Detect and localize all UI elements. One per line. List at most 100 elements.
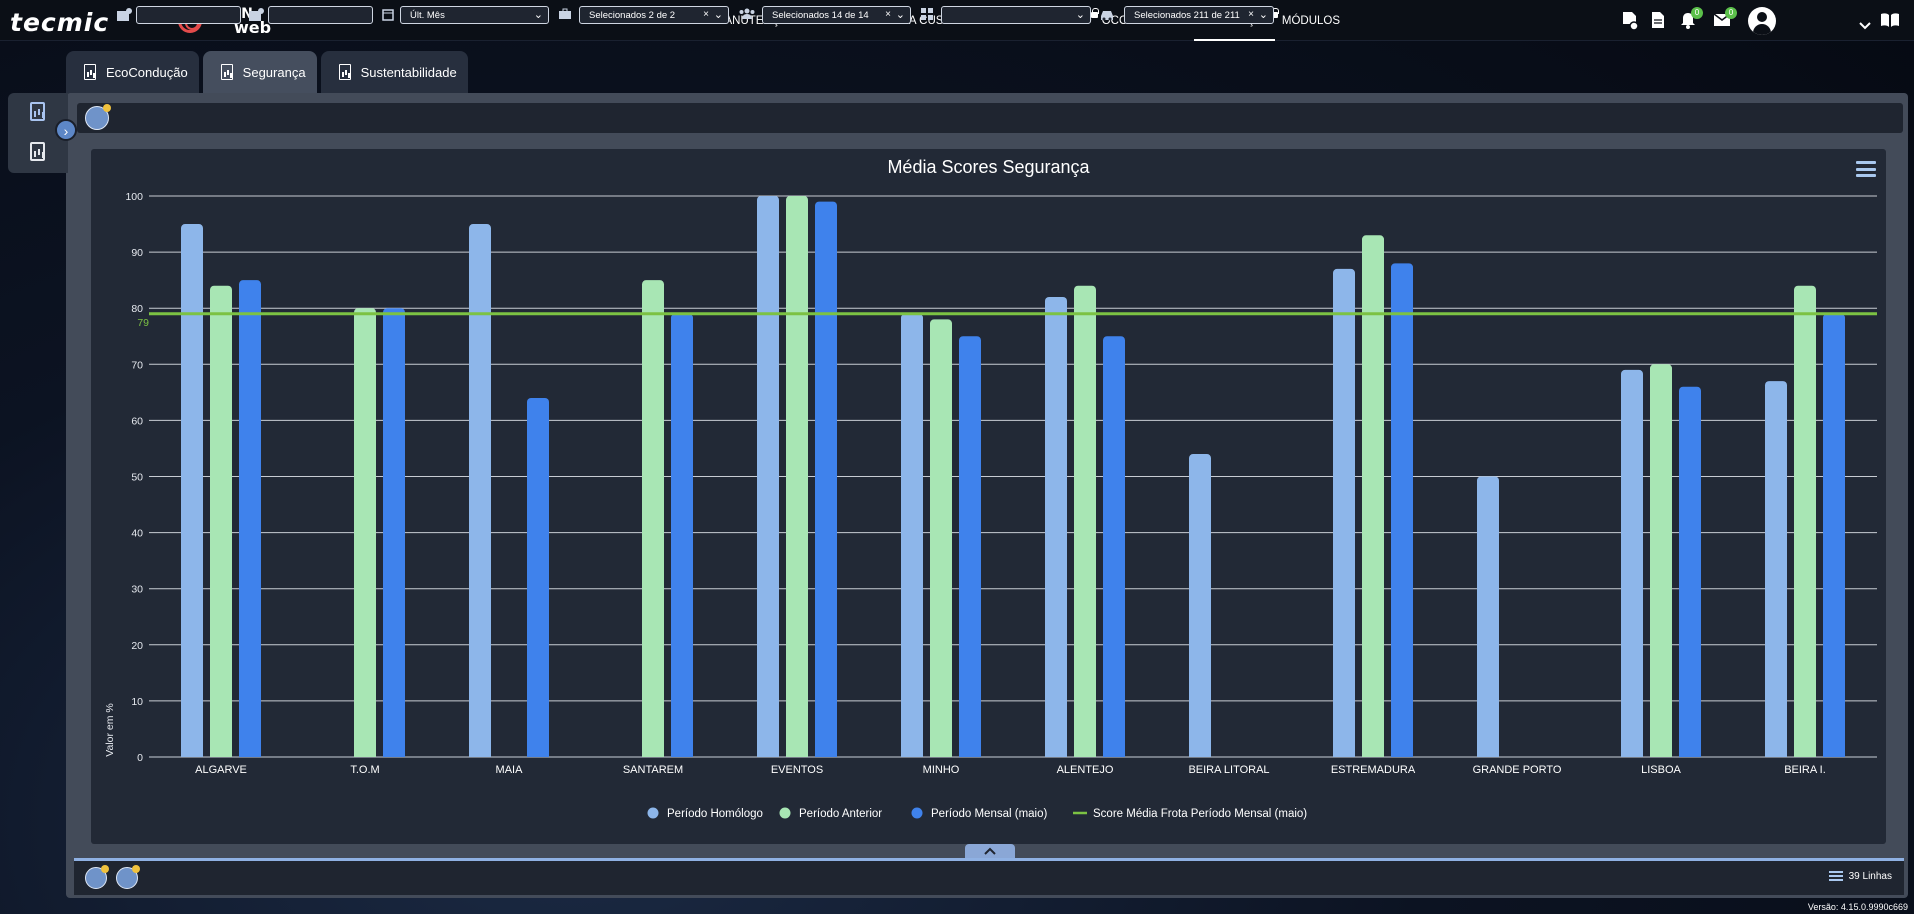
- export-pdf-button[interactable]: [116, 865, 140, 889]
- chart-title: Média Scores Segurança: [887, 157, 1090, 177]
- table-report-icon[interactable]: [30, 142, 45, 161]
- bar-per-odo-mensal-maio--beira-i-: [1823, 313, 1845, 757]
- bar-base: [354, 753, 376, 757]
- bar-per-odo-mensal-maio--alentejo: [1103, 336, 1125, 757]
- y-tick-label: 50: [131, 472, 143, 484]
- y-tick-label: 30: [131, 584, 143, 596]
- expand-table-button[interactable]: [965, 844, 1015, 858]
- chevron-down-icon: ⌄: [713, 9, 723, 21]
- bar-base: [1103, 753, 1125, 757]
- tab-label: Segurança: [242, 64, 306, 80]
- list-lines-icon: [1828, 871, 1843, 882]
- bar-per-odo-mensal-maio--maia: [527, 397, 549, 757]
- bar-base: [1074, 753, 1096, 757]
- vehicles-value: Selecionados 211 de 211: [1134, 10, 1240, 21]
- bar-base: [930, 753, 952, 757]
- y-tick-label: 100: [125, 191, 143, 203]
- app-version: Versão: 4.15.0.9990c669: [1807, 902, 1908, 912]
- report-document-icon[interactable]: [1651, 11, 1665, 34]
- x-tick-label: ALENTEJO: [1057, 764, 1114, 776]
- bar-base: [1045, 753, 1067, 757]
- clear-icon[interactable]: ×: [1248, 9, 1254, 20]
- lock-icon: [1090, 8, 1099, 18]
- bar-base: [527, 753, 549, 757]
- legend-marker: [911, 807, 923, 819]
- nav-item-m-dulos[interactable]: MÓDULOS: [1277, 0, 1345, 41]
- bar-base: [1477, 753, 1499, 757]
- bar-per-odo-anterior-santarem: [642, 280, 664, 757]
- bar-per-odo-anterior-eventos: [786, 196, 808, 757]
- bar-per-odo-mensal-maio--minho: [959, 336, 981, 757]
- y-axis-title: Valor em %: [104, 703, 116, 757]
- bar-per-odo-hom-logo-algarve: [181, 224, 203, 758]
- clear-icon[interactable]: ×: [703, 9, 709, 20]
- bar-per-odo-hom-logo-lisboa: [1621, 369, 1643, 757]
- bar-per-odo-hom-logo-eventos: [757, 196, 779, 757]
- book-manual-icon[interactable]: [1880, 12, 1900, 33]
- bottom-toolbar: 39 Linhas: [74, 861, 1904, 895]
- legend-item-label: Score Média Frota Período Mensal (maio): [1093, 808, 1307, 820]
- x-tick-label: ALGARVE: [195, 764, 247, 776]
- x-tick-label: BEIRA I.: [1784, 764, 1826, 776]
- bar-base: [1333, 753, 1355, 757]
- bar-per-odo-hom-logo-alentejo: [1045, 296, 1067, 757]
- bar-per-odo-hom-logo-grande-porto: [1477, 476, 1499, 757]
- y-tick-label: 70: [131, 359, 143, 371]
- notifications-bell-icon[interactable]: 0: [1679, 7, 1703, 34]
- period-select[interactable]: Últ. Mês ⌄: [400, 6, 549, 24]
- chart-report-icon[interactable]: [30, 102, 45, 121]
- messages-envelope-icon[interactable]: 0: [1713, 7, 1737, 32]
- schedule-clock-button[interactable]: [85, 104, 111, 130]
- clear-icon[interactable]: ×: [885, 9, 891, 20]
- bar-base: [1765, 753, 1787, 757]
- y-tick-label: 60: [131, 415, 143, 427]
- bar-per-odo-anterior-minho: [930, 319, 952, 757]
- tab-seguranca[interactable]: Segurança: [202, 51, 317, 93]
- export-excel-button[interactable]: [85, 865, 109, 889]
- y-tick-label: 90: [131, 247, 143, 259]
- bar-base: [642, 753, 664, 757]
- tab-ecoconducao[interactable]: EcoCondução: [66, 51, 199, 93]
- bar-per-odo-mensal-maio--eventos: [815, 201, 837, 758]
- bar-base: [383, 753, 405, 757]
- bar-base: [671, 753, 693, 757]
- bar-per-odo-anterior-beira-i-: [1794, 285, 1816, 757]
- drivers-select[interactable]: Selecionados 14 de 14 × ⌄: [762, 6, 911, 24]
- export-document-icon[interactable]: [1621, 11, 1639, 36]
- tecmic-logo[interactable]: tecmic: [10, 8, 110, 37]
- messages-badge: 0: [1725, 7, 1737, 19]
- bar-per-odo-mensal-maio--lisboa: [1679, 386, 1701, 757]
- start-date-input[interactable]: [136, 6, 241, 24]
- period-value: Últ. Mês: [410, 10, 445, 21]
- tab-label: EcoCondução: [106, 64, 188, 80]
- legend-marker: [647, 807, 659, 819]
- bar-base: [1650, 753, 1672, 757]
- x-tick-label: MAIA: [496, 764, 524, 776]
- expand-sidebar-button[interactable]: ›: [55, 119, 77, 141]
- bar-base: [757, 753, 779, 757]
- category-select[interactable]: ⌄: [941, 6, 1091, 24]
- bar-per-odo-anterior-estremadura: [1362, 235, 1384, 757]
- x-tick-label: LISBOA: [1641, 764, 1681, 776]
- y-tick-label: 20: [131, 640, 143, 652]
- bar-per-odo-hom-logo-estremadura: [1333, 268, 1355, 757]
- vehicles-select[interactable]: Selecionados 211 de 211 × ⌄: [1124, 6, 1274, 24]
- report-tabs: EcoCondução Segurança Sustentabilidade: [66, 51, 472, 93]
- logo-line2: web: [234, 18, 272, 37]
- bar-per-odo-hom-logo-beira-i-: [1765, 381, 1787, 757]
- end-date-input[interactable]: [268, 6, 373, 24]
- bar-base: [1679, 753, 1701, 757]
- chevron-down-icon: ⌄: [1075, 9, 1085, 21]
- bar-per-odo-anterior-algarve: [210, 285, 232, 757]
- bar-per-odo-mensal-maio--t-o-m: [383, 308, 405, 757]
- tab-sustentabilidade[interactable]: Sustentabilidade: [320, 51, 468, 93]
- chevron-down-icon[interactable]: [1859, 14, 1871, 35]
- bar-base: [1189, 753, 1211, 757]
- chart-menu-icon[interactable]: [1856, 161, 1876, 177]
- user-avatar-icon[interactable]: [1748, 7, 1776, 35]
- side-report-panel: [8, 93, 68, 173]
- bar-base: [959, 753, 981, 757]
- groups-select[interactable]: Selecionados 2 de 2 × ⌄: [579, 6, 729, 24]
- bar-base: [239, 753, 261, 757]
- bar-base: [1823, 753, 1845, 757]
